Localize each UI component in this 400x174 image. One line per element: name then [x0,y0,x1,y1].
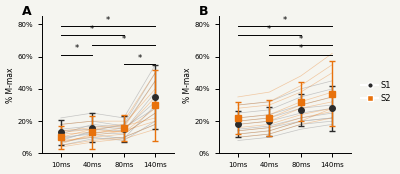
Text: A: A [22,5,32,18]
Text: *: * [267,25,272,34]
Text: *: * [74,44,79,53]
Legend: S1, S2: S1, S2 [358,77,394,106]
Text: *: * [90,25,94,34]
Text: *: * [122,35,126,44]
Y-axis label: % M-max: % M-max [182,67,192,103]
Text: *: * [299,35,303,44]
Text: *: * [299,44,303,53]
Text: *: * [138,54,142,63]
Y-axis label: % M-max: % M-max [6,67,14,103]
Text: *: * [106,15,110,25]
Text: B: B [199,5,209,18]
Text: *: * [283,15,287,25]
